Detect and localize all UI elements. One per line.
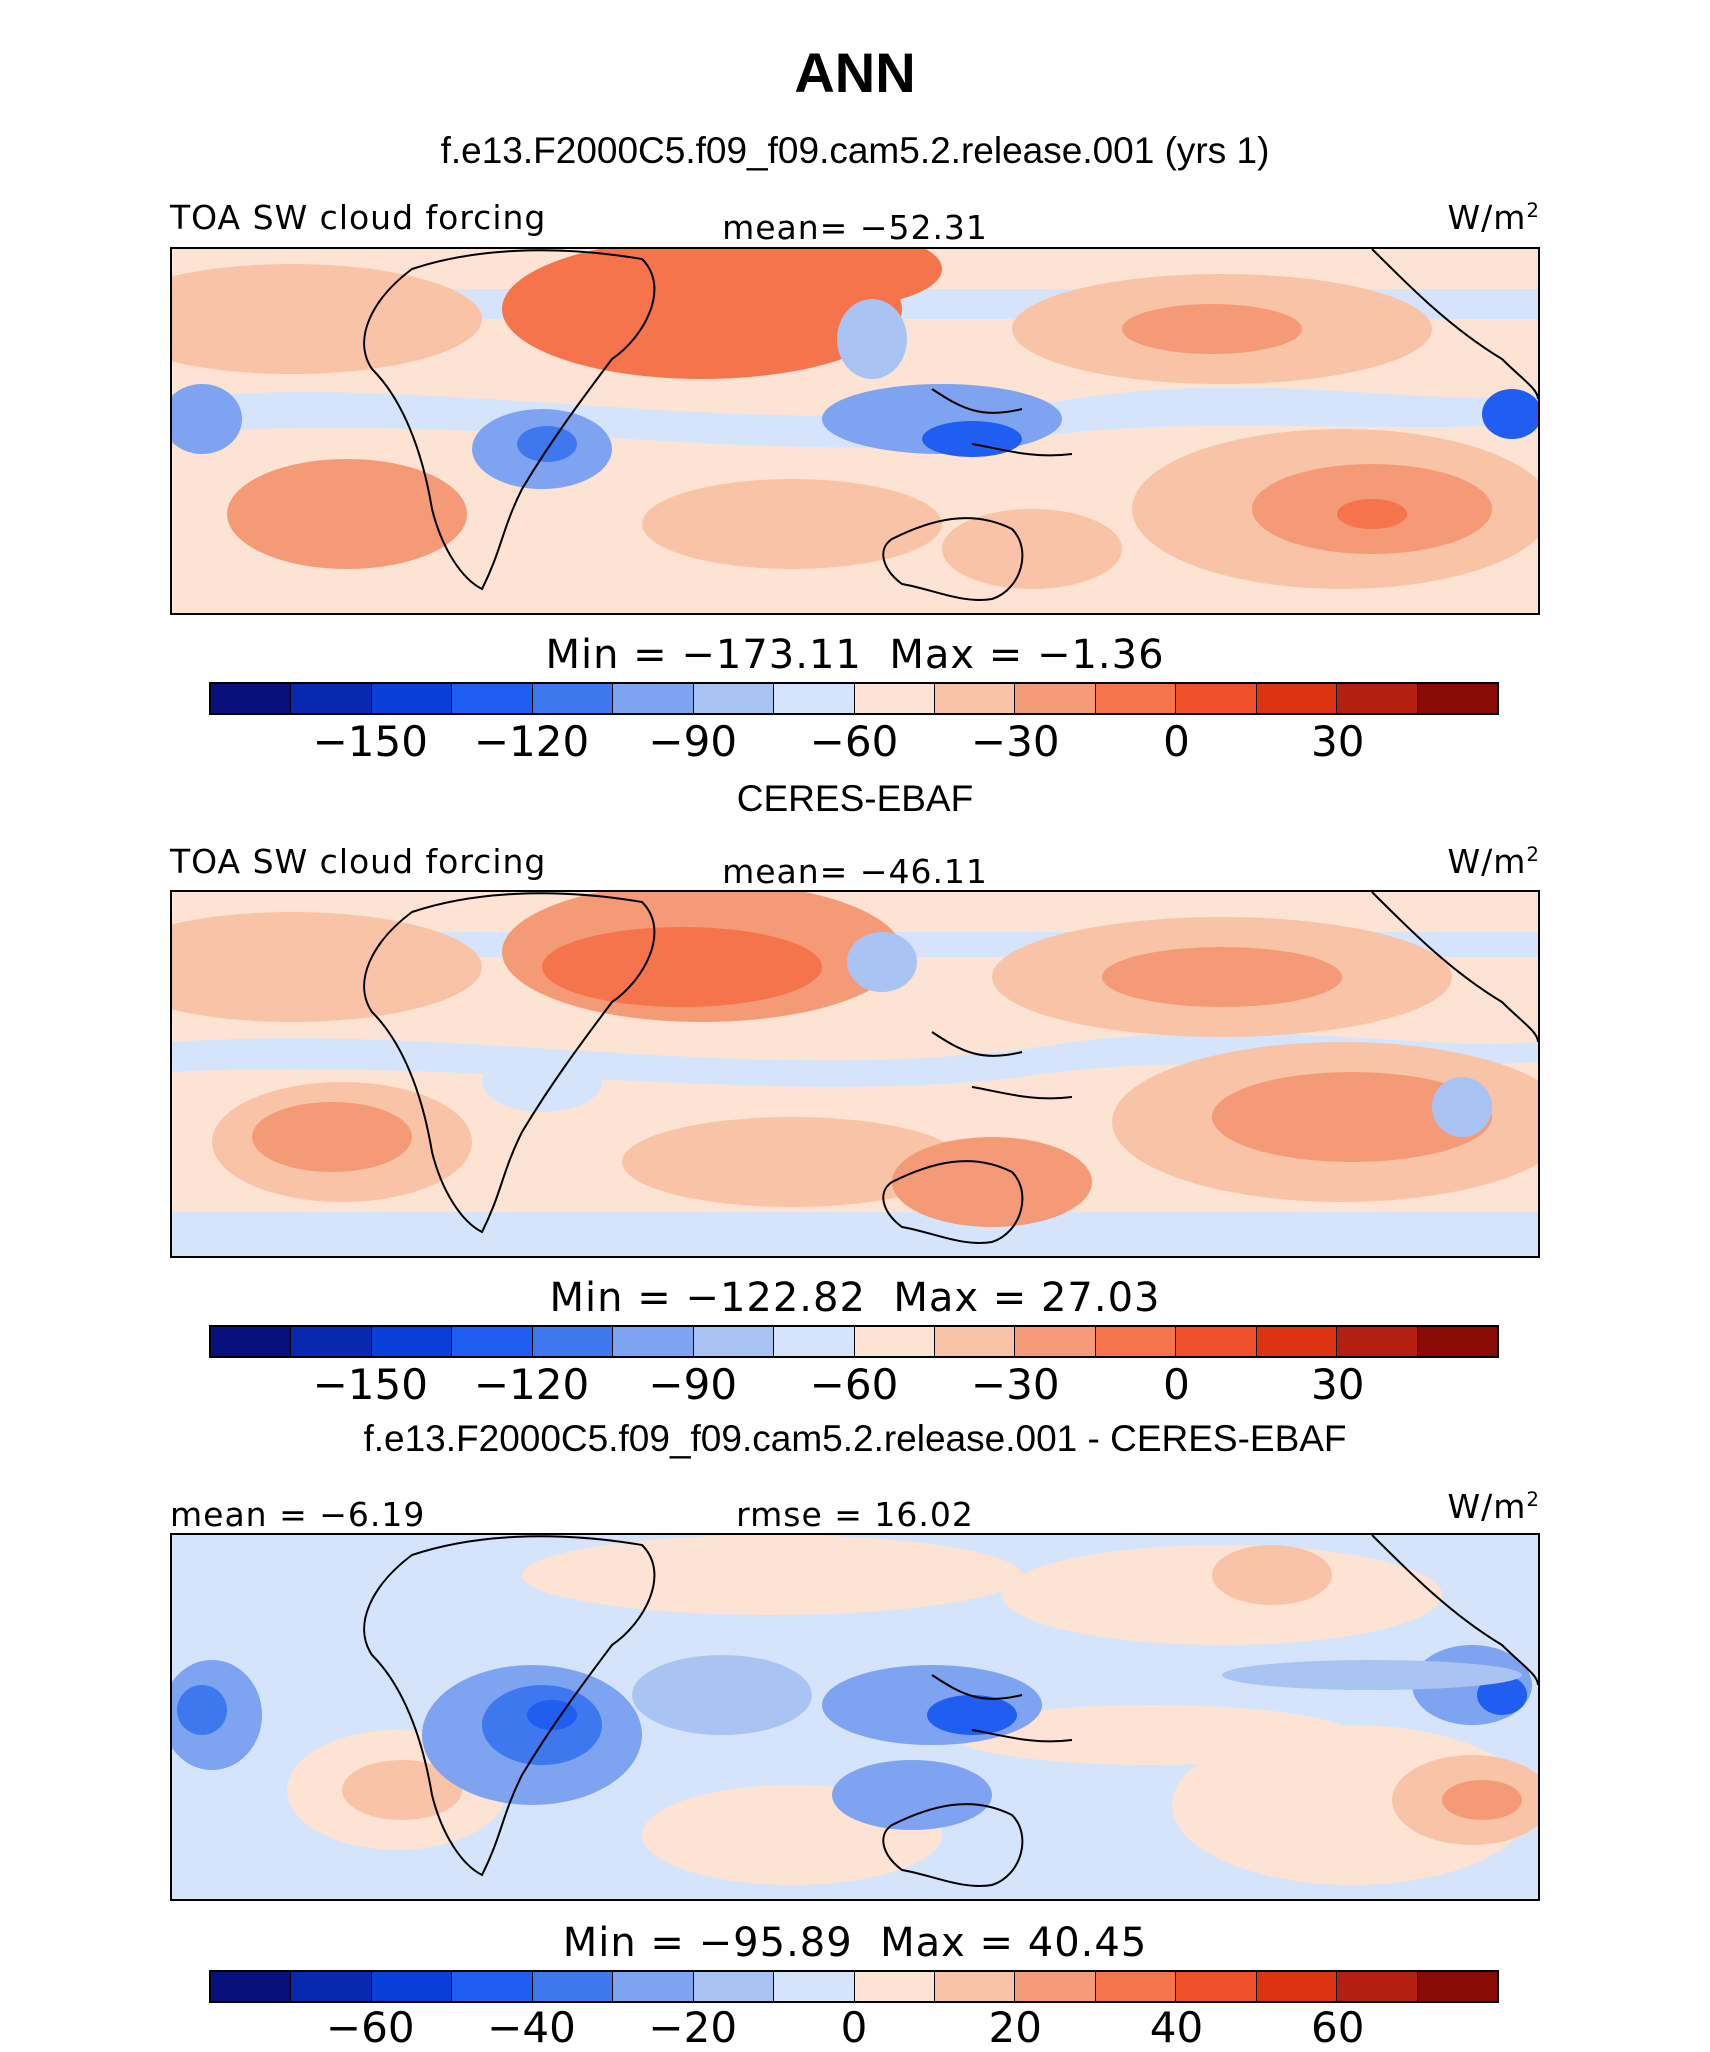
colorbar-segment	[1176, 684, 1257, 713]
colorbar-segment	[291, 1327, 372, 1356]
colorbar-segment	[1337, 1972, 1418, 2001]
colorbar-tick-label: −40	[487, 2003, 576, 2052]
panel-1-mean-label: mean= −52.31	[722, 208, 988, 247]
colorbar-segment	[532, 1327, 614, 1356]
colorbar-segment	[211, 1972, 292, 2001]
colorbar-segment	[613, 1327, 694, 1356]
colorbar-tick-label: −90	[648, 717, 738, 766]
colorbar-segment	[371, 1972, 453, 2001]
panel-3-mean-label: mean = −6.19	[170, 1495, 426, 1534]
colorbar-segment	[934, 1972, 1016, 2001]
panel-2-units: W/m2	[1447, 842, 1540, 881]
panel-1-minmax: Min = −173.11 Max = −1.36	[545, 632, 1165, 678]
colorbar-segment	[693, 1972, 775, 2001]
colorbar-tick-label: −30	[970, 1360, 1060, 1409]
colorbar-segment	[693, 1327, 775, 1356]
colorbar-segment	[291, 684, 372, 713]
colorbar-tick-label: −120	[473, 717, 590, 766]
colorbar-segment	[1095, 684, 1177, 713]
colorbar-segment	[613, 684, 694, 713]
colorbar-tick-label: 0	[1163, 1360, 1190, 1409]
colorbar-tick-label: 30	[1311, 717, 1365, 766]
colorbar-segment	[1176, 1972, 1257, 2001]
colorbar-segment	[693, 684, 775, 713]
colorbar-segment	[452, 684, 533, 713]
colorbar-tick-label: −60	[325, 2003, 415, 2052]
colorbar-tick-label: −30	[970, 717, 1060, 766]
colorbar-segment	[291, 1972, 372, 2001]
colorbar-segment	[854, 684, 935, 713]
colorbar-segment	[1256, 1327, 1338, 1356]
colorbar-tick-label: 0	[840, 2003, 868, 2052]
main-title: ANN	[794, 41, 916, 104]
panel-3-title: f.e13.F2000C5.f09_f09.cam5.2.release.001…	[363, 1418, 1347, 1459]
colorbar-segment	[934, 1327, 1016, 1356]
panel-2-mean-label: mean= −46.11	[722, 852, 988, 891]
panel-3-rmse-label: rmse = 16.02	[736, 1495, 974, 1534]
colorbar-segment	[1417, 684, 1497, 713]
colorbar-segment	[934, 684, 1016, 713]
colorbar-tick-label: 30	[1311, 1360, 1365, 1409]
colorbar-segment	[1176, 1327, 1257, 1356]
colorbar-segment	[1337, 1327, 1418, 1356]
panel-2-map	[170, 890, 1540, 1258]
colorbar-segment	[452, 1972, 533, 2001]
colorbar-segment	[854, 1972, 935, 2001]
panel-3-map	[170, 1533, 1540, 1901]
colorbar-segment	[532, 684, 614, 713]
panel-2-colorbar	[209, 1325, 1499, 1358]
colorbar-segment	[1337, 684, 1418, 713]
panel-3-colorbar	[209, 1970, 1499, 2003]
colorbar-tick-label: 20	[988, 2003, 1042, 2052]
panel-3-minmax: Min = −95.89 Max = 40.45	[562, 1920, 1148, 1966]
colorbar-segment	[1417, 1972, 1497, 2001]
panel-1-variable-label: TOA SW cloud forcing	[170, 198, 547, 237]
panel-1-units: W/m2	[1447, 198, 1540, 237]
colorbar-segment	[1095, 1327, 1177, 1356]
colorbar-tick-label: −90	[648, 1360, 738, 1409]
colorbar-segment	[211, 684, 292, 713]
panel-3-units: W/m2	[1447, 1487, 1540, 1526]
colorbar-segment	[1256, 1972, 1338, 2001]
panel-2-minmax: Min = −122.82 Max = 27.03	[549, 1275, 1161, 1321]
colorbar-segment	[211, 1327, 292, 1356]
colorbar-tick-label: −150	[312, 717, 428, 766]
colorbar-tick-label: −60	[809, 1360, 899, 1409]
colorbar-segment	[1015, 1327, 1096, 1356]
panel-1-map	[170, 247, 1540, 615]
colorbar-segment	[774, 1327, 855, 1356]
colorbar-segment	[854, 1327, 935, 1356]
panel-2-title: CERES-EBAF	[736, 778, 974, 819]
colorbar-segment	[1095, 1972, 1177, 2001]
colorbar-tick-label: −20	[648, 2003, 738, 2052]
colorbar-tick-label: −150	[312, 1360, 428, 1409]
colorbar-segment	[452, 1327, 533, 1356]
colorbar-tick-label: 40	[1149, 2003, 1204, 2052]
colorbar-tick-label: −120	[473, 1360, 590, 1409]
colorbar-segment	[1417, 1327, 1497, 1356]
colorbar-segment	[613, 1972, 694, 2001]
colorbar-segment	[774, 684, 855, 713]
colorbar-segment	[371, 1327, 453, 1356]
colorbar-segment	[371, 684, 453, 713]
colorbar-segment	[1015, 1972, 1096, 2001]
colorbar-segment	[1015, 684, 1096, 713]
colorbar-tick-label: −60	[809, 717, 899, 766]
panel-1-title: f.e13.F2000C5.f09_f09.cam5.2.release.001…	[440, 130, 1270, 171]
colorbar-segment	[1256, 684, 1338, 713]
colorbar-tick-label: 0	[1163, 717, 1190, 766]
colorbar-segment	[532, 1972, 614, 2001]
panel-1-colorbar	[209, 682, 1499, 715]
colorbar-tick-label: 60	[1311, 2003, 1365, 2052]
panel-2-variable-label: TOA SW cloud forcing	[170, 842, 547, 881]
colorbar-segment	[774, 1972, 855, 2001]
